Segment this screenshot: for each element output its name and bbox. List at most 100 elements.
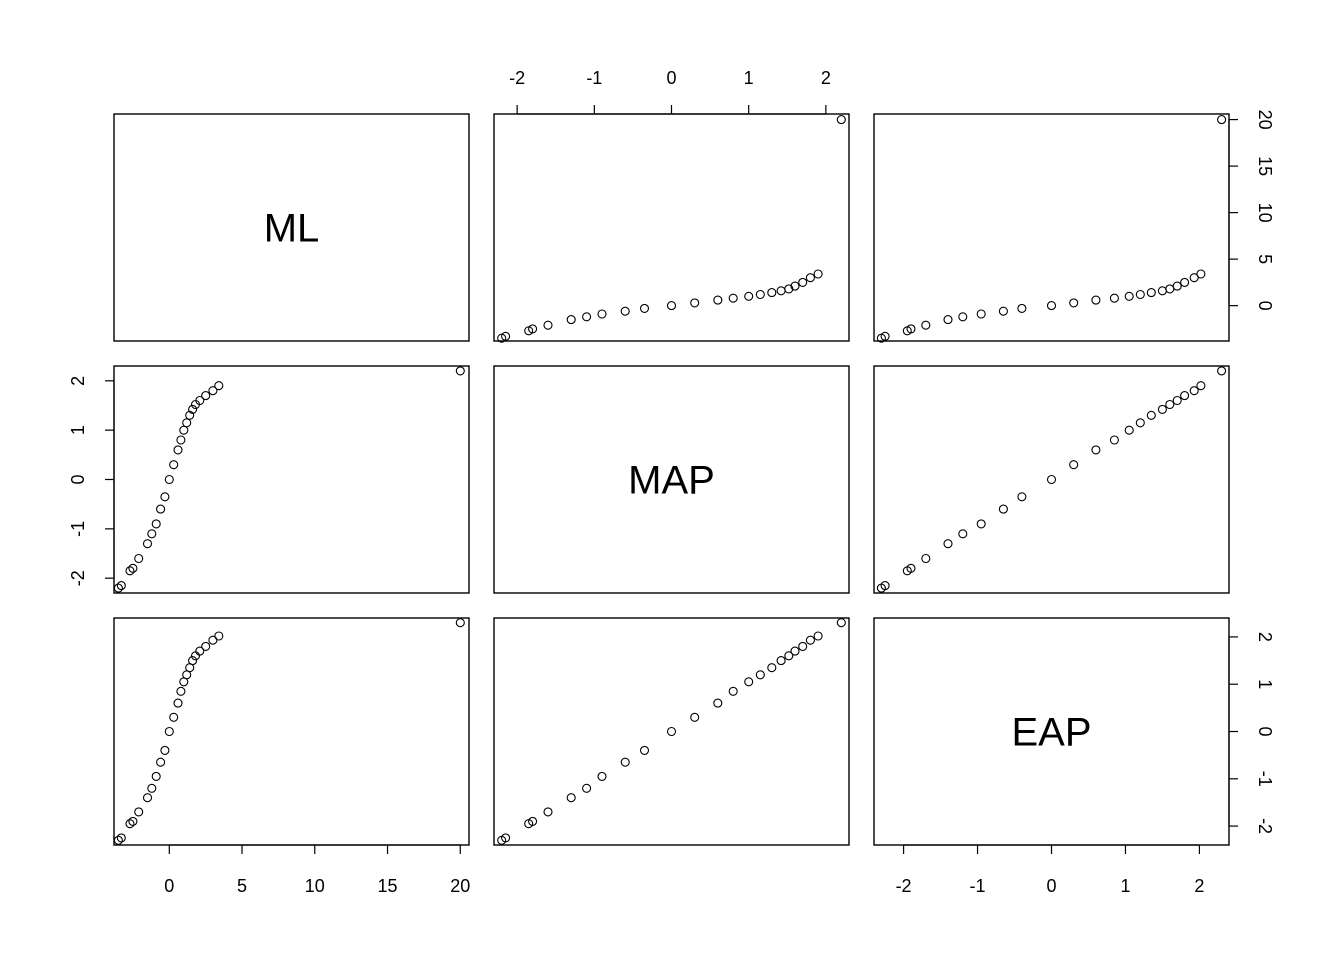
point-ml-vs-eap (944, 316, 952, 324)
point-ml-vs-eap (1136, 291, 1144, 299)
point-ml-vs-eap (922, 321, 930, 329)
point-ml-vs-map (544, 321, 552, 329)
point-map-vs-ml (135, 555, 143, 563)
point-eap-vs-ml (135, 808, 143, 816)
panel-map-vs-ml (114, 366, 469, 593)
point-map-vs-eap (1092, 446, 1100, 454)
bottom-tick-label-ml: 20 (450, 876, 470, 896)
point-map-vs-eap (999, 505, 1007, 513)
left-tick-label-map: -2 (68, 570, 88, 586)
top-tick-label-map: -1 (586, 68, 602, 88)
bottom-tick-label-eap: 1 (1120, 876, 1130, 896)
point-eap-vs-ml (144, 794, 152, 802)
point-map-vs-eap (1158, 405, 1166, 413)
point-eap-vs-map (814, 632, 822, 640)
point-ml-vs-map (598, 310, 606, 318)
point-ml-vs-map (806, 274, 814, 282)
point-ml-vs-eap (1070, 299, 1078, 307)
panel-map-vs-eap (874, 366, 1229, 593)
point-ml-vs-eap (999, 307, 1007, 315)
point-map-vs-eap (944, 540, 952, 548)
point-map-vs-ml (174, 446, 182, 454)
point-eap-vs-map (567, 794, 575, 802)
point-eap-vs-map (777, 657, 785, 665)
point-eap-vs-map (791, 647, 799, 655)
point-eap-vs-ml (174, 699, 182, 707)
top-tick-label-map: -2 (509, 68, 525, 88)
bottom-tick-label-ml: 0 (164, 876, 174, 896)
point-eap-vs-ml (165, 728, 173, 736)
point-map-vs-eap (1218, 367, 1226, 375)
point-map-vs-ml (456, 367, 464, 375)
point-ml-vs-map (729, 294, 737, 302)
point-map-vs-eap (959, 530, 967, 538)
right-tick-label-eap: -1 (1255, 771, 1275, 787)
point-ml-vs-map (621, 307, 629, 315)
point-eap-vs-map (668, 728, 676, 736)
point-map-vs-eap (1110, 436, 1118, 444)
bottom-tick-label-ml: 15 (378, 876, 398, 896)
point-eap-vs-map (799, 642, 807, 650)
point-eap-vs-map (691, 713, 699, 721)
point-eap-vs-map (641, 746, 649, 754)
point-map-vs-eap (1048, 476, 1056, 484)
point-map-vs-ml (165, 476, 173, 484)
point-map-vs-ml (180, 426, 188, 434)
bottom-tick-label-ml: 10 (305, 876, 325, 896)
point-eap-vs-ml (157, 758, 165, 766)
left-tick-label-map: 1 (68, 425, 88, 435)
point-eap-vs-map (806, 636, 814, 644)
point-map-vs-eap (1136, 419, 1144, 427)
point-ml-vs-map (814, 270, 822, 278)
panel-eap-vs-map (494, 618, 849, 845)
point-eap-vs-map (598, 772, 606, 780)
point-ml-vs-map (691, 299, 699, 307)
point-map-vs-eap (1018, 493, 1026, 501)
right-tick-label-eap: -2 (1255, 818, 1275, 834)
top-tick-label-map: 2 (821, 68, 831, 88)
bottom-tick-label-eap: -1 (970, 876, 986, 896)
point-eap-vs-ml (148, 784, 156, 792)
point-eap-vs-map (837, 619, 845, 627)
panel-ml-vs-eap (874, 114, 1229, 341)
panel-eap-vs-ml (114, 618, 469, 845)
point-map-vs-ml (202, 392, 210, 400)
top-tick-label-map: 1 (744, 68, 754, 88)
point-eap-vs-map (768, 664, 776, 672)
diagonal-label-map: MAP (628, 459, 715, 503)
point-eap-vs-ml (202, 642, 210, 650)
point-eap-vs-map (544, 808, 552, 816)
point-ml-vs-eap (1125, 292, 1133, 300)
point-ml-vs-eap (1158, 287, 1166, 295)
left-tick-label-map: 2 (68, 376, 88, 386)
point-map-vs-eap (1070, 461, 1078, 469)
point-map-vs-eap (1173, 397, 1181, 405)
point-ml-vs-map (837, 116, 845, 124)
point-ml-vs-map (583, 313, 591, 321)
point-map-vs-ml (170, 461, 178, 469)
point-map-vs-ml (157, 505, 165, 513)
point-map-vs-eap (1181, 392, 1189, 400)
point-ml-vs-eap (1110, 294, 1118, 302)
point-ml-vs-map (756, 291, 764, 299)
point-ml-vs-map (668, 302, 676, 310)
point-map-vs-ml (152, 520, 160, 528)
right-tick-label-ml: 0 (1255, 301, 1275, 311)
top-tick-label-map: 0 (666, 68, 676, 88)
point-eap-vs-ml (161, 746, 169, 754)
point-map-vs-eap (922, 555, 930, 563)
point-eap-vs-ml (456, 619, 464, 627)
bottom-tick-label-ml: 5 (237, 876, 247, 896)
right-tick-label-eap: 1 (1255, 679, 1275, 689)
point-eap-vs-map (729, 687, 737, 695)
point-ml-vs-eap (1166, 285, 1174, 293)
panel-ml-vs-map (494, 114, 849, 341)
point-map-vs-ml (148, 530, 156, 538)
point-eap-vs-map (745, 678, 753, 686)
point-ml-vs-eap (1218, 116, 1226, 124)
point-ml-vs-map (714, 296, 722, 304)
point-ml-vs-map (768, 289, 776, 297)
point-eap-vs-ml (209, 636, 217, 644)
right-tick-label-ml: 10 (1255, 203, 1275, 223)
